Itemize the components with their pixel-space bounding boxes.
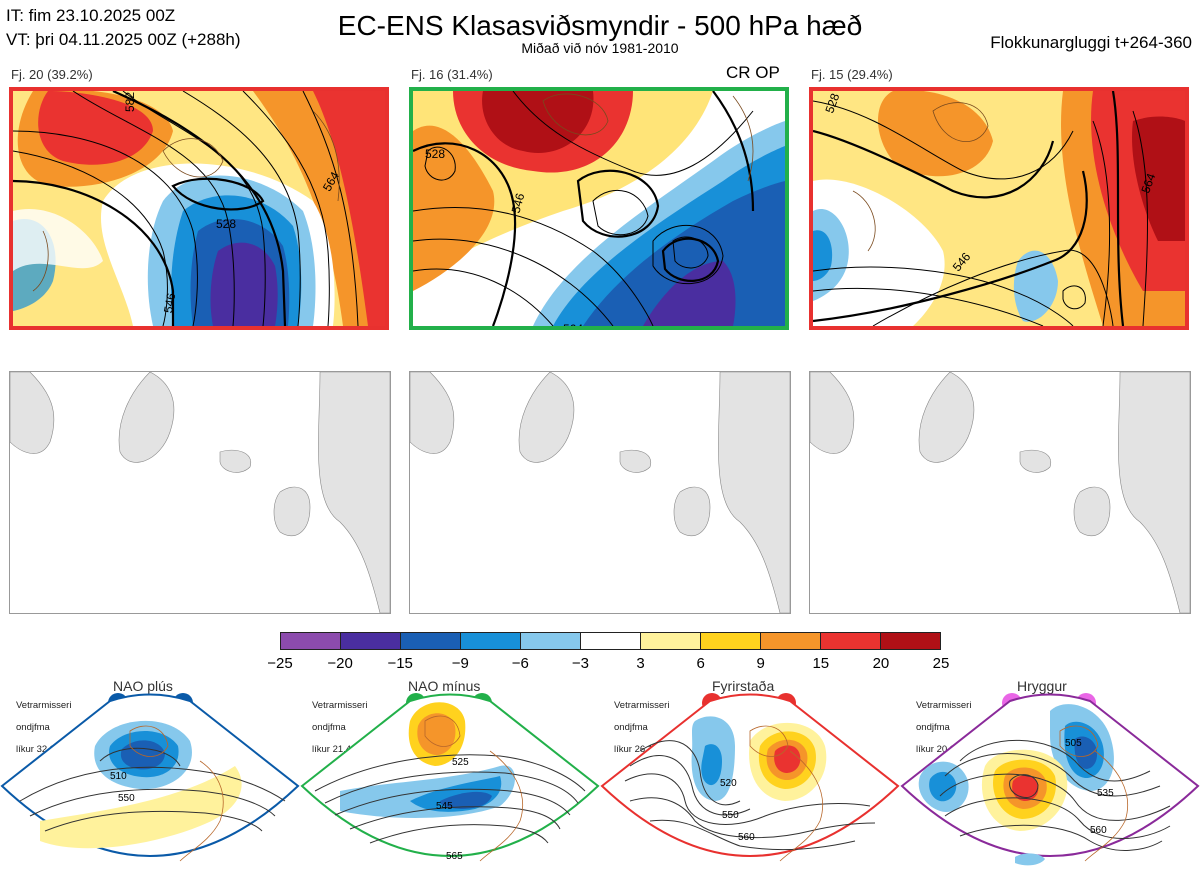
cluster-2-contour-528: 528 (425, 147, 445, 161)
cluster-1-contour-546: 546 (161, 292, 178, 314)
regime-info-line: Vetrarmisseri (312, 700, 368, 711)
page-title: EC-ENS Klasasviðsmyndir - 500 hPa hæð (337, 10, 863, 41)
colorbar-swatch (581, 633, 641, 649)
colorbar-tick-label: −15 (387, 655, 413, 672)
colorbar-tick-label: −20 (327, 655, 353, 672)
regime-info-line: ondjfma (614, 722, 648, 733)
regime-ridge-title: Hryggur (1017, 678, 1067, 694)
regime-ridge: Hryggur Vetrarmisseri ondjfma líkur 20,2… (900, 676, 1200, 871)
colorbar-swatch (641, 633, 701, 649)
regime-ridge-contour-505: 505 (1065, 738, 1082, 749)
regime-info-line: ondjfma (312, 722, 346, 733)
colorbar-swatch (281, 633, 341, 649)
colorbar-tick-label: 6 (696, 655, 705, 672)
regime-nao-plus: NAO plús Vetrarmisseri ondjfma líkur 32,… (0, 676, 300, 871)
cluster-1-contour-582: 582 (123, 92, 137, 112)
regime-blocking-title: Fyrirstaða (712, 678, 775, 694)
regime-info-line: Vetrarmisseri (916, 700, 972, 711)
regime-nao-plus-title: NAO plús (113, 678, 173, 694)
regime-info-line: Vetrarmisseri (16, 700, 72, 711)
colorbar-tick-label: 25 (932, 655, 950, 672)
regime-ridge-contour-560: 560 (1090, 825, 1107, 836)
initial-time: IT: fim 23.10.2025 00Z (6, 6, 176, 25)
colorbar-tick-label: −9 (451, 655, 469, 672)
cluster-3-contour-528: 528 (822, 91, 842, 115)
regime-info-line: ondjfma (916, 722, 950, 733)
colorbar-tick-label: 3 (636, 655, 645, 672)
regime-nao-minus-contour-525: 525 (452, 757, 469, 768)
colorbar-swatch (761, 633, 821, 649)
cluster-2-map: 528 546 564 (409, 87, 789, 330)
cluster-2-contour-546: 546 (509, 191, 528, 214)
cluster-1-base-map (9, 371, 391, 614)
regime-blocking-contour-520: 520 (720, 778, 737, 789)
regime-nao-minus-info: Vetrarmisseri ondjfma líkur 21,4% (312, 689, 367, 755)
colorbar-tick-label: −3 (571, 655, 589, 672)
cluster-1-contour-528: 528 (216, 217, 236, 231)
regime-nao-plus-contour-510: 510 (110, 771, 127, 782)
colorbar-tick-label: −6 (511, 655, 529, 672)
regime-info-line: líkur 21,4% (312, 744, 360, 755)
anomaly-colorbar (280, 632, 941, 650)
regime-ridge-contour-535: 535 (1097, 788, 1114, 799)
regime-nao-plus-contour-550: 550 (118, 793, 135, 804)
cluster-1-map: 582 528 546 564 (9, 87, 389, 330)
colorbar-tick-label: 20 (872, 655, 890, 672)
cluster-2-tag: CR OP (726, 63, 780, 82)
regime-nao-minus-contour-565: 565 (446, 851, 463, 862)
colorbar-swatch (701, 633, 761, 649)
cluster-2-label: Fj. 16 (31.4%) (411, 67, 493, 82)
regime-info-line: Vetrarmisseri (614, 700, 670, 711)
regime-blocking: Fyrirstaða Vetrarmisseri ondjfma líkur 2… (600, 676, 900, 871)
cluster-3-base-map (809, 371, 1191, 614)
colorbar-swatch (461, 633, 521, 649)
cluster-2-base-map (409, 371, 791, 614)
classification-window: Flokkunargluggi t+264-360 (990, 33, 1192, 52)
regime-blocking-contour-550: 550 (722, 810, 739, 821)
regime-info-line: ondjfma (16, 722, 50, 733)
cluster-2-contour-564: 564 (563, 322, 583, 326)
colorbar-swatch (521, 633, 581, 649)
valid-time: VT: þri 04.11.2025 00Z (+288h) (6, 30, 241, 49)
regime-nao-minus-contour-545: 545 (436, 801, 453, 812)
regime-nao-minus: NAO mínus Vetrarmisseri ondjfma líkur 21… (300, 676, 600, 871)
cluster-1-label: Fj. 20 (39.2%) (11, 67, 93, 82)
cluster-3-label: Fj. 15 (29.4%) (811, 67, 893, 82)
page-subtitle: Miðað við nóv 1981-2010 (521, 40, 679, 56)
regime-blocking-contour-560: 560 (738, 832, 755, 843)
colorbar-swatch (401, 633, 461, 649)
colorbar-tick-label: −25 (267, 655, 293, 672)
colorbar-tick-label: 15 (812, 655, 830, 672)
colorbar-swatch (881, 633, 940, 649)
regime-nao-minus-title: NAO mínus (408, 678, 481, 694)
cluster-3-map: 528 546 564 (809, 87, 1189, 330)
colorbar-swatch (341, 633, 401, 649)
cluster-3-contour-564: 564 (1138, 171, 1158, 195)
colorbar-tick-label: 9 (756, 655, 765, 672)
colorbar-swatch (821, 633, 881, 649)
